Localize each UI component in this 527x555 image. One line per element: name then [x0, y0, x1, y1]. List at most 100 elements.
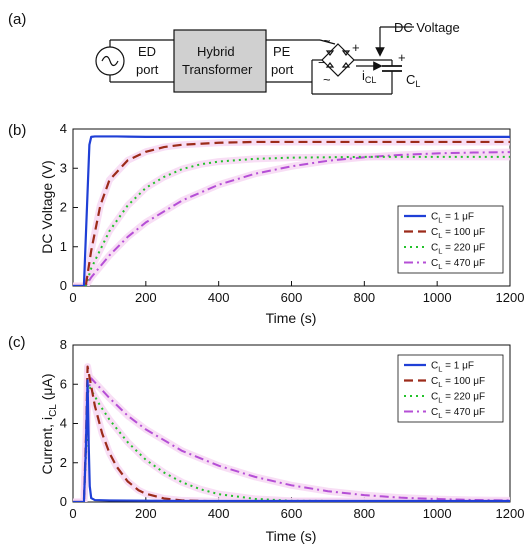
current-label-main: i [362, 68, 365, 83]
wire-bridge-top-link [319, 39, 336, 45]
plot-c-legend-label-c220: CL = 220 μF [431, 392, 485, 405]
legend-label-main: C [431, 243, 438, 254]
plot-b-ytick-label: 0 [60, 278, 67, 293]
diode-bl [325, 62, 335, 68]
legend-label-main: C [431, 407, 438, 418]
plot-b-legend-box [397, 205, 504, 274]
legend-label-sub: L [438, 396, 442, 405]
plot-b-xtick-label: 600 [281, 290, 303, 305]
diode-tl [325, 50, 335, 56]
plot-b-lines [73, 135, 510, 286]
plot-c-xlabel: Time (s) [266, 528, 317, 544]
plot-c-legend-label-c100: CL = 100 μF [431, 376, 485, 389]
bridge-tilde-top: ~ [323, 33, 331, 48]
plot-b-xtick-label: 1000 [423, 290, 452, 305]
legend-label-sub: L [438, 216, 442, 225]
legend-label-tail: = 100 μF [442, 227, 485, 238]
legend-label-main: C [431, 376, 438, 387]
plot-c-ylabel-sub: CL [48, 404, 59, 417]
plot-c-series-c470 [73, 377, 510, 502]
plot-c-series-c1 [73, 379, 510, 502]
circuit-diagram [95, 26, 414, 95]
legend-label-sub: L [438, 411, 442, 420]
legend-label-sub: L [438, 365, 442, 374]
ac-source-wave [101, 55, 119, 67]
legend-label-tail: = 100 μF [442, 376, 485, 387]
plot-b-xtick-label: 800 [353, 290, 375, 305]
plot-b-ytick-label: 4 [60, 121, 67, 136]
plot-c-ytick-label: 2 [60, 455, 67, 470]
plot-c-series-c220 [73, 383, 510, 502]
pe-port-line-2: port [271, 62, 294, 77]
plot-b-xtick-label: 0 [69, 290, 76, 305]
plot-c-ticks: 0 200 400 600 800 1000 1200 0 2 4 6 8 [60, 337, 525, 521]
panel-a: (a) [8, 11, 460, 95]
pe-port-line-1: PE [273, 44, 291, 59]
panel-c-label: (c) [8, 334, 26, 351]
plot-c-ytick-label: 0 [60, 494, 67, 509]
diode-tr [341, 50, 351, 56]
plot-c-xtick-label: 400 [208, 506, 230, 521]
plot-b-xtick-label: 400 [208, 290, 230, 305]
plot-c-ytick-label: 6 [60, 376, 67, 391]
current-label-sub: CL [365, 75, 377, 85]
bridge-plus: + [352, 40, 360, 55]
dc-voltage-label: DC Voltage [394, 20, 460, 35]
plot-b-series-c1 [73, 135, 510, 286]
plot-b-ylabel: DC Voltage (V) [39, 160, 55, 253]
legend-label-sub: L [438, 380, 442, 389]
legend-label-tail: = 470 μF [442, 407, 485, 418]
current-label: iCL [362, 68, 376, 85]
plot-b-series-c470 [73, 151, 510, 286]
plot-b-ytick-label: 1 [60, 239, 67, 254]
plot-b-legend-label-c1: CL = 1 μF [431, 212, 474, 225]
plot-c-legend-label-c470: CL = 470 μF [431, 407, 485, 420]
plot-c-legend-label-c1: CL = 1 μF [431, 361, 474, 374]
plot-b-ytick-label: 3 [60, 160, 67, 175]
plot-c-xtick-label: 200 [135, 506, 157, 521]
panel-b-label: (b) [8, 122, 26, 139]
transformer-line-2: Transformer [182, 62, 253, 77]
legend-label-main: C [431, 392, 438, 403]
plot-b-series-c100 [73, 140, 510, 286]
legend-label-main: C [431, 258, 438, 269]
plot-c-legend-box [397, 354, 504, 423]
legend-label-tail: = 1 μF [442, 212, 474, 223]
legend-label-tail: = 220 μF [442, 392, 485, 403]
plot-c-xtick-label: 600 [281, 506, 303, 521]
cap-label: CL [406, 72, 420, 89]
legend-label-sub: L [438, 247, 442, 256]
bridge-minus: − [318, 55, 326, 70]
legend-label-sub: L [438, 231, 442, 240]
plot-b-xtick-label: 1200 [496, 290, 525, 305]
plot-b-ticks: 0 200 400 600 800 1000 1200 0 1 2 3 4 [60, 121, 525, 305]
cap-label-main: C [406, 72, 415, 87]
legend-label-main: C [431, 361, 438, 372]
plot-b-legend-label-c220: CL = 220 μF [431, 243, 485, 256]
plot-c-xtick-label: 1000 [423, 506, 452, 521]
plot-c-lines [73, 363, 510, 502]
plot-c-xtick-label: 0 [69, 506, 76, 521]
rectifier-bridge [321, 43, 355, 77]
cap-label-sub: L [415, 79, 420, 89]
plot-b-xtick-label: 200 [135, 290, 157, 305]
plot-c-ylabel: Current, iCL (μA) [39, 374, 59, 475]
plot-b-xlabel: Time (s) [266, 310, 317, 326]
diode-br [341, 62, 351, 68]
bridge-tilde-bottom: ~ [323, 72, 331, 87]
plot-c-xtick-label: 1200 [496, 506, 525, 521]
legend-label-sub: L [438, 262, 442, 271]
plot-b-legend-label-c470: CL = 470 μF [431, 258, 485, 271]
plot-c-ylabel-main: Current, i [39, 417, 55, 475]
transformer-line-1: Hybrid [197, 44, 235, 59]
legend-label-tail: = 470 μF [442, 258, 485, 269]
plot-c-ytick-label: 4 [60, 416, 67, 431]
